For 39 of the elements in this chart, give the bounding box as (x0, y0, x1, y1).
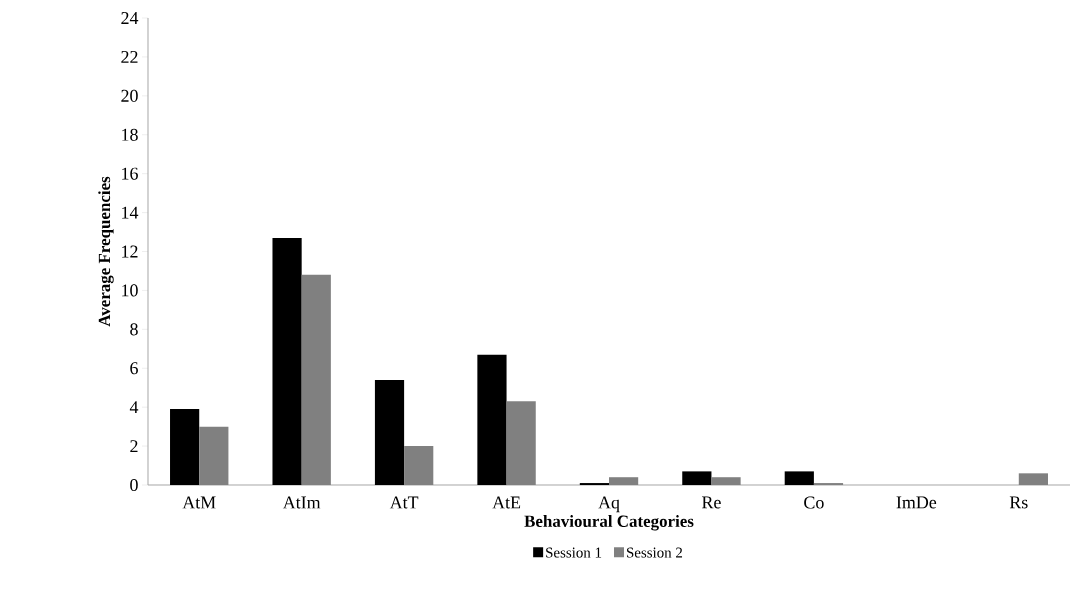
y-tick-label: 10 (122, 284, 138, 297)
x-tick-label: Co (804, 496, 824, 509)
legend-label: Session 1 (546, 547, 602, 558)
bar (272, 237, 302, 485)
x-tick-label: Aq (598, 496, 620, 513)
bar (301, 274, 331, 485)
y-tick-label: 12 (122, 245, 138, 258)
x-tick-label: AtE (492, 496, 521, 509)
x-axis-title: Behavioural Categories (524, 515, 694, 531)
bar (1018, 473, 1048, 485)
bar (374, 379, 405, 485)
y-axis-title: Average Frequencies (98, 176, 114, 327)
y-tick-label: 14 (122, 206, 139, 219)
x-tick-label: Re (702, 496, 721, 509)
x-tick-label: AtIm (282, 496, 321, 509)
y-tick-label: 4 (129, 401, 139, 414)
legend-label: Session 2 (626, 547, 683, 558)
y-tick-label: 0 (130, 478, 138, 492)
bar (170, 409, 200, 485)
bar (199, 426, 229, 485)
y-tick-label: 20 (121, 89, 138, 102)
x-tick-label: Rs (1009, 496, 1028, 509)
y-tick-label: 18 (122, 128, 138, 141)
y-tick-label: 16 (122, 167, 138, 180)
x-tick-label: AtM (182, 496, 216, 509)
y-tick-label: 22 (121, 50, 138, 63)
x-tick-label: ImDe (896, 496, 937, 509)
y-tick-label: 6 (130, 362, 138, 375)
y-tick-label: 24 (121, 12, 139, 24)
bar (506, 401, 536, 485)
bar (404, 446, 434, 485)
y-tick-label: 2 (130, 440, 138, 453)
bar (682, 471, 712, 485)
bar (711, 477, 741, 485)
x-tick-label: AtT (389, 496, 419, 509)
bar (609, 477, 639, 485)
bar (477, 354, 507, 485)
bar (784, 471, 814, 485)
y-tick-label: 8 (130, 323, 138, 336)
